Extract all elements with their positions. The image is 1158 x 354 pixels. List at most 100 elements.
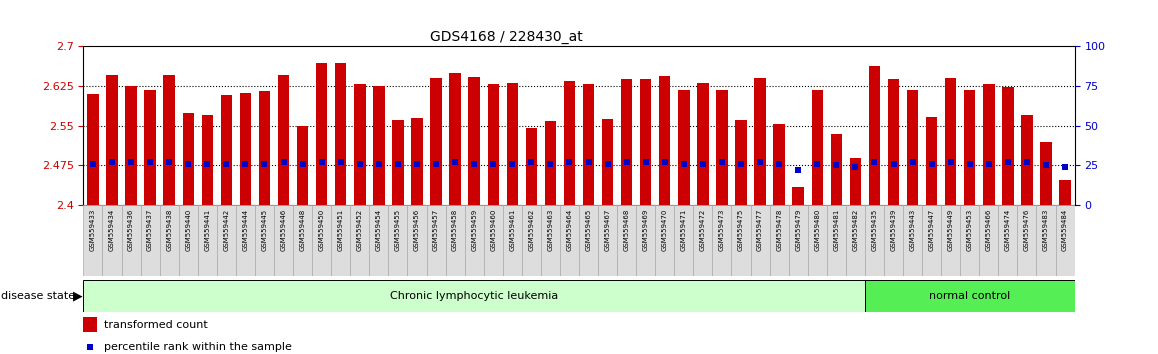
Text: GSM559439: GSM559439 [891, 209, 896, 251]
Text: GSM559459: GSM559459 [471, 209, 477, 251]
Bar [830, 133, 842, 205]
Bar [240, 93, 251, 205]
Text: GSM559454: GSM559454 [376, 209, 382, 251]
Text: GSM559438: GSM559438 [166, 209, 173, 251]
Text: GSM559477: GSM559477 [757, 209, 763, 251]
Text: transformed count: transformed count [104, 320, 208, 330]
Text: GSM559443: GSM559443 [909, 209, 916, 251]
Text: ▶: ▶ [73, 289, 82, 302]
Bar [221, 95, 232, 205]
Bar [431, 78, 441, 205]
Text: GSM559457: GSM559457 [433, 209, 439, 251]
Text: GSM559466: GSM559466 [985, 209, 992, 251]
Text: GSM559458: GSM559458 [452, 209, 459, 251]
Text: GSM559434: GSM559434 [109, 209, 115, 251]
FancyBboxPatch shape [236, 205, 255, 276]
Bar [659, 76, 670, 205]
FancyBboxPatch shape [712, 205, 732, 276]
Text: GSM559442: GSM559442 [223, 209, 229, 251]
FancyBboxPatch shape [83, 280, 865, 312]
Bar [1060, 180, 1071, 205]
Text: GSM559455: GSM559455 [395, 209, 401, 251]
Bar [83, 317, 97, 332]
Text: percentile rank within the sample: percentile rank within the sample [104, 342, 292, 352]
FancyBboxPatch shape [350, 205, 369, 276]
Bar [754, 78, 765, 205]
FancyBboxPatch shape [941, 205, 960, 276]
Text: GSM559440: GSM559440 [185, 209, 191, 251]
FancyBboxPatch shape [808, 205, 827, 276]
Text: GSM559476: GSM559476 [1024, 209, 1029, 251]
FancyBboxPatch shape [274, 205, 293, 276]
Bar [278, 75, 290, 205]
Text: GSM559447: GSM559447 [929, 209, 935, 251]
FancyBboxPatch shape [655, 205, 674, 276]
Text: GSM559464: GSM559464 [566, 209, 572, 251]
FancyBboxPatch shape [503, 205, 522, 276]
FancyBboxPatch shape [617, 205, 636, 276]
Bar [774, 124, 785, 205]
Text: GSM559435: GSM559435 [872, 209, 878, 251]
Bar [1002, 87, 1013, 205]
FancyBboxPatch shape [827, 205, 845, 276]
Text: GSM559475: GSM559475 [738, 209, 745, 251]
Text: GSM559433: GSM559433 [90, 209, 96, 251]
Text: GSM559456: GSM559456 [413, 209, 420, 251]
FancyBboxPatch shape [636, 205, 655, 276]
Text: GSM559450: GSM559450 [318, 209, 324, 251]
Text: GSM559474: GSM559474 [1005, 209, 1011, 251]
Text: GSM559452: GSM559452 [357, 209, 362, 251]
Text: GSM559469: GSM559469 [643, 209, 648, 251]
Bar [735, 120, 747, 205]
Text: GSM559465: GSM559465 [586, 209, 592, 251]
Text: GSM559436: GSM559436 [129, 209, 134, 251]
FancyBboxPatch shape [674, 205, 694, 276]
FancyBboxPatch shape [750, 205, 770, 276]
Text: Chronic lymphocytic leukemia: Chronic lymphocytic leukemia [390, 291, 558, 301]
FancyBboxPatch shape [845, 205, 865, 276]
FancyBboxPatch shape [388, 205, 408, 276]
Bar [393, 120, 404, 205]
FancyBboxPatch shape [464, 205, 484, 276]
Bar [1021, 115, 1033, 205]
Bar [640, 79, 652, 205]
Bar [125, 86, 137, 205]
Text: GSM559453: GSM559453 [967, 209, 973, 251]
FancyBboxPatch shape [865, 205, 884, 276]
Bar [258, 91, 270, 205]
Text: GSM559482: GSM559482 [852, 209, 858, 251]
Bar [965, 90, 975, 205]
Bar [564, 81, 576, 205]
Text: GSM559484: GSM559484 [1062, 209, 1068, 251]
Text: GSM559462: GSM559462 [528, 209, 534, 251]
FancyBboxPatch shape [732, 205, 750, 276]
Text: GSM559437: GSM559437 [147, 209, 153, 251]
Bar [488, 84, 499, 205]
Bar [850, 158, 862, 205]
FancyBboxPatch shape [1036, 205, 1056, 276]
FancyBboxPatch shape [217, 205, 236, 276]
Text: GSM559470: GSM559470 [661, 209, 668, 251]
Text: GSM559479: GSM559479 [796, 209, 801, 251]
Bar [411, 118, 423, 205]
Bar [907, 90, 918, 205]
Bar [296, 126, 308, 205]
Text: GSM559468: GSM559468 [624, 209, 630, 251]
Bar [87, 94, 98, 205]
Bar [621, 79, 632, 205]
FancyBboxPatch shape [960, 205, 980, 276]
FancyBboxPatch shape [255, 205, 274, 276]
Bar [926, 117, 937, 205]
FancyBboxPatch shape [1056, 205, 1075, 276]
Text: normal control: normal control [929, 291, 1011, 301]
FancyBboxPatch shape [560, 205, 579, 276]
Text: GSM559481: GSM559481 [834, 209, 840, 251]
Text: GSM559467: GSM559467 [604, 209, 610, 251]
FancyBboxPatch shape [293, 205, 313, 276]
Text: GSM559483: GSM559483 [1043, 209, 1049, 251]
FancyBboxPatch shape [884, 205, 903, 276]
Bar [183, 113, 193, 205]
Bar [812, 90, 823, 205]
FancyBboxPatch shape [102, 205, 122, 276]
FancyBboxPatch shape [522, 205, 541, 276]
